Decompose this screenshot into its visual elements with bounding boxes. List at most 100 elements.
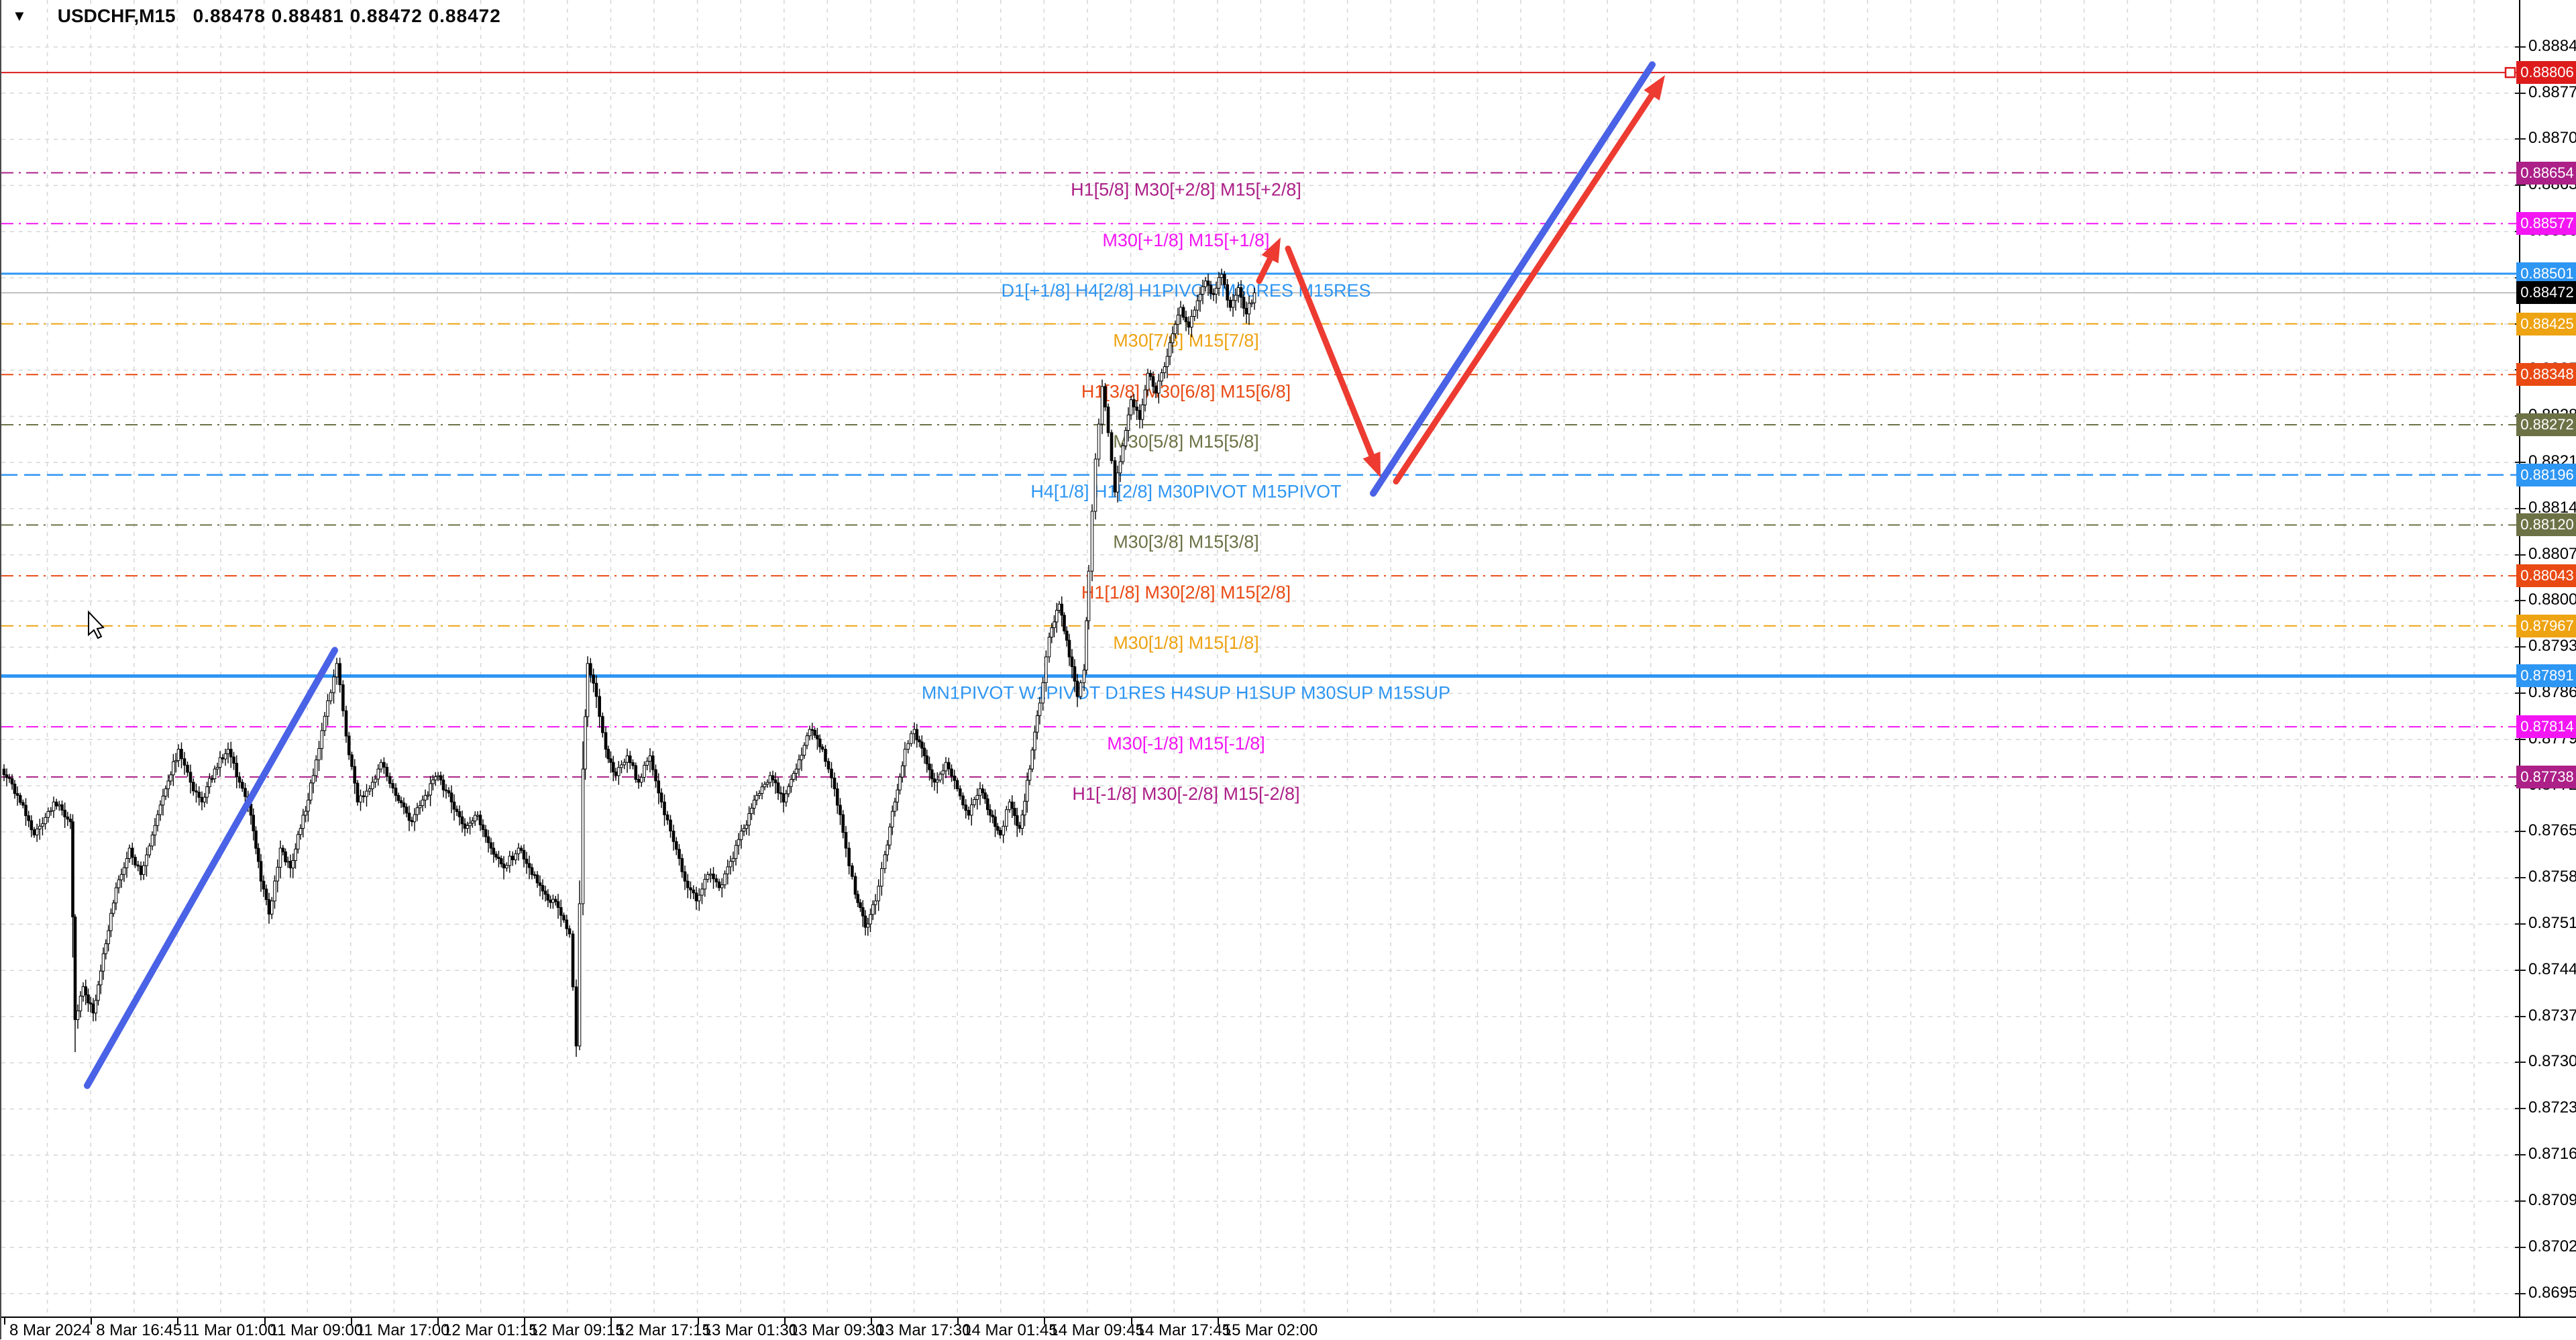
left-trendline[interactable] (84, 647, 338, 1089)
candle-body (598, 696, 601, 717)
candle-body (893, 801, 897, 812)
candle-body (737, 839, 741, 846)
candle-body (844, 832, 848, 849)
time-axis[interactable]: 8 Mar 2024 8 Mar 16:45 11 Mar 01:00 11 Mar … (1, 1317, 2576, 1339)
price-badge-0.87738: 0.87738 (2516, 765, 2576, 788)
candle-body (1157, 380, 1161, 394)
candle-body (543, 890, 547, 895)
candle-body (628, 755, 632, 764)
candle-body (694, 892, 698, 902)
candle-body (508, 856, 512, 866)
red-arrow-down-head[interactable] (1362, 452, 1381, 478)
candle-body (950, 768, 953, 777)
candle-body (210, 778, 214, 780)
candle-body (549, 900, 552, 903)
candle-body (301, 815, 305, 829)
candle-body (958, 788, 962, 796)
candle-body (880, 868, 883, 887)
price-tick-mark (2515, 92, 2526, 94)
candle-body (776, 782, 780, 794)
candle-body (197, 791, 201, 798)
candle-body (556, 901, 560, 908)
candle-body (847, 847, 851, 866)
candle-body (407, 813, 411, 821)
price-tick-mark (2515, 507, 2526, 509)
candle-body (616, 767, 621, 776)
candle-body (928, 764, 931, 770)
candle-body (1113, 460, 1117, 493)
candle-body (620, 764, 623, 768)
candle-body (267, 899, 271, 915)
candle-body (439, 775, 443, 780)
red-arrow-up-small-head[interactable] (1261, 237, 1281, 264)
candle-body (1154, 386, 1158, 394)
price-badge-0.88272: 0.88272 (2516, 413, 2576, 436)
candle-body (499, 858, 503, 864)
candle-body (235, 762, 239, 778)
candle-body (1190, 316, 1193, 328)
candle-body (614, 771, 618, 776)
level-label: H1[-1/8] M30[-2/8] M15[-2/8] (1072, 784, 1299, 804)
candle-body (623, 762, 627, 766)
candle-body (581, 768, 585, 905)
candle-body (402, 803, 406, 808)
candle-body (436, 775, 440, 778)
candle-body (478, 815, 482, 825)
red-arrow-up-large-head[interactable] (1644, 75, 1665, 101)
candle-body (1143, 389, 1147, 405)
candle-body (394, 787, 398, 796)
candle-body (200, 796, 204, 803)
candle-body (734, 845, 738, 859)
price-tick-mark (2515, 554, 2526, 556)
candle-body (433, 776, 437, 780)
candle-body (294, 848, 297, 862)
candle-body (835, 788, 839, 806)
candle-body (270, 900, 274, 915)
symbol-dropdown-icon[interactable]: ▼ (12, 7, 27, 24)
candle-body (1135, 406, 1138, 411)
candle-body (344, 710, 348, 737)
candle-body (473, 815, 477, 821)
candle-body (221, 757, 225, 760)
candle-body (27, 815, 30, 821)
price-tick-mark (2515, 1246, 2526, 1248)
price-badge-0.88472: 0.88472 (2516, 281, 2576, 305)
candle-body (1073, 666, 1077, 682)
candle-body (871, 904, 875, 915)
time-tick-mark (524, 1317, 526, 1325)
candle-body (631, 762, 635, 766)
time-tick-mark (91, 1317, 93, 1325)
candle-body (903, 749, 907, 766)
candle-body (309, 782, 313, 801)
candle-body (890, 811, 894, 827)
candle-body (413, 814, 417, 823)
price-chart[interactable]: H1[5/8] M30[+2/8] M15[+2/8] M30[+1/8] M15… (1, 0, 2519, 1317)
candle-body (863, 915, 867, 928)
time-tick-label: 14 Mar 17:45 (1136, 1321, 1232, 1339)
candle-body (410, 820, 414, 823)
price-badge-0.88196: 0.88196 (2516, 463, 2576, 486)
candle-body (326, 700, 329, 717)
candle-body (365, 790, 368, 797)
line-handle-marker[interactable] (2504, 66, 2516, 79)
time-tick-mark (177, 1317, 179, 1325)
right-trendline[interactable] (1370, 61, 1656, 497)
candle-body (229, 749, 233, 758)
candle-body (1187, 321, 1191, 328)
candle-body (276, 866, 280, 882)
candle-body (54, 801, 58, 807)
candle-body (273, 880, 276, 902)
time-tick-mark (1130, 1317, 1132, 1325)
price-tick-label: 0.88005 (2528, 590, 2576, 609)
candle-body (505, 865, 508, 869)
red-arrow-down[interactable] (1285, 246, 1377, 464)
candle-body (213, 768, 217, 780)
red-arrow-up-large[interactable] (1393, 87, 1658, 485)
candle-body (463, 823, 467, 829)
chart-area[interactable]: H1[5/8] M30[+2/8] M15[+2/8] M30[+1/8] M15… (1, 0, 2519, 1317)
candle-body (1231, 300, 1235, 308)
price-tick-mark (2515, 738, 2526, 740)
candle-body (991, 815, 995, 817)
level-label: MN1PIVOT W1PIVOT D1RES H4SUP H1SUP M30SU… (922, 682, 1450, 703)
price-axis[interactable]: 0.888450.887750.887050.886350.885650.884… (2515, 0, 2576, 1317)
